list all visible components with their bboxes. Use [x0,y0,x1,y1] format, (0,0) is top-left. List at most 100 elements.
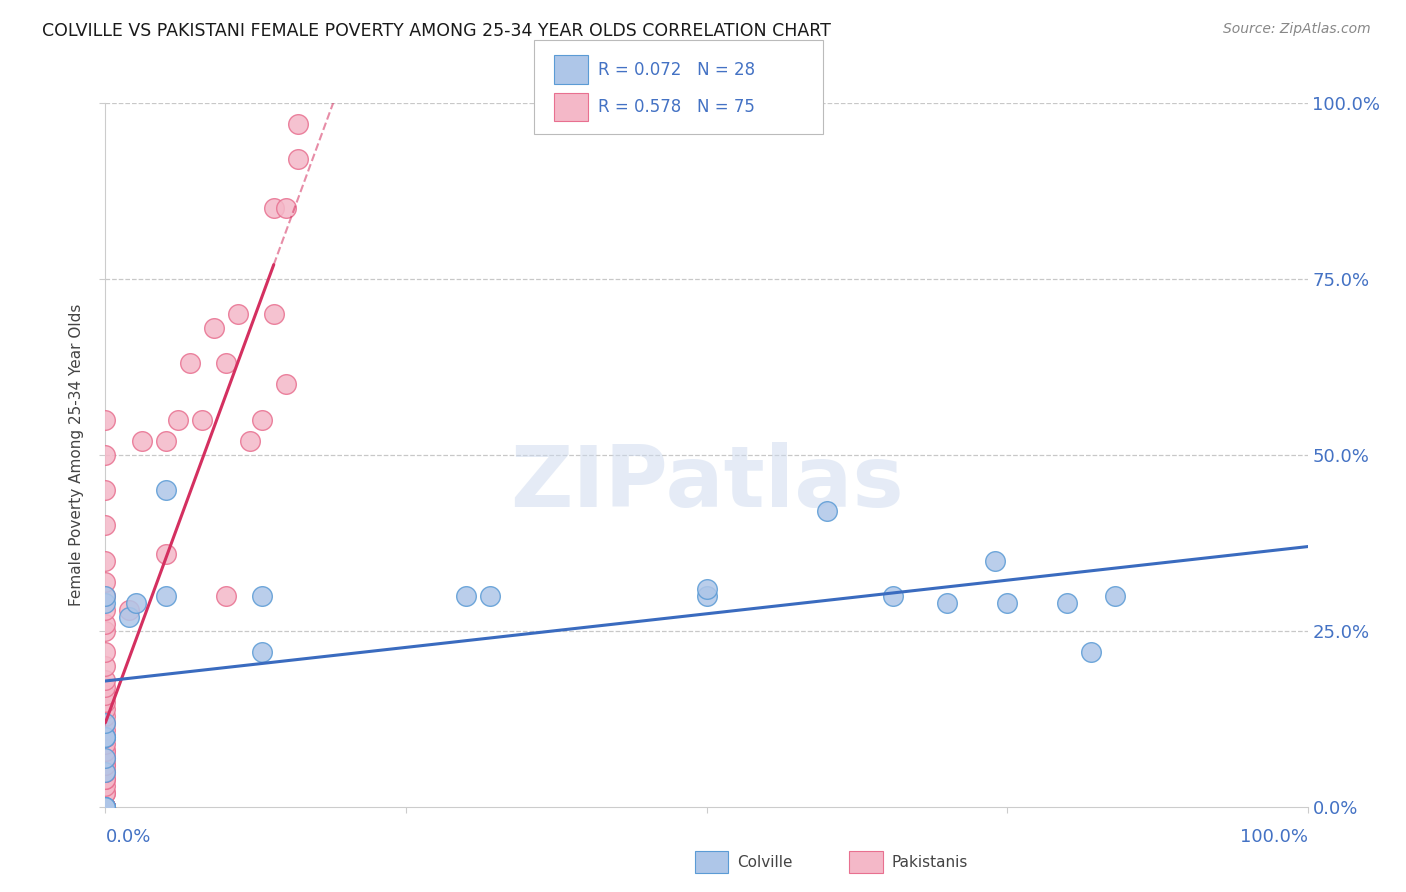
Point [94,751,117,765]
Point [94,800,117,814]
Point [94,800,117,814]
Point [155,589,177,603]
Text: 100.0%: 100.0% [1240,828,1308,846]
Point [94,483,117,498]
Point [94,603,117,617]
Text: 0.0%: 0.0% [105,828,150,846]
Point [94,589,117,603]
Point [479,589,502,603]
Point [94,744,117,758]
Point [118,610,141,624]
Point [94,800,117,814]
Point [250,589,273,603]
Y-axis label: Female Poverty Among 25-34 Year Olds: Female Poverty Among 25-34 Year Olds [69,304,84,606]
Point [94,694,117,708]
Text: R = 0.578   N = 75: R = 0.578 N = 75 [598,98,755,116]
Point [94,800,117,814]
Point [190,412,212,427]
Point [94,758,117,772]
Point [94,574,117,589]
Point [94,624,117,639]
Point [179,356,201,370]
Point [94,448,117,462]
Point [94,617,117,632]
Point [250,645,273,659]
Point [94,730,117,744]
Point [94,412,117,427]
Point [94,786,117,800]
Point [94,800,117,814]
Text: ZIPatlas: ZIPatlas [509,442,904,524]
Point [94,765,117,780]
Point [155,547,177,561]
Point [94,751,117,765]
Point [995,596,1018,610]
Point [1104,589,1126,603]
Point [94,751,117,765]
Text: COLVILLE VS PAKISTANI FEMALE POVERTY AMONG 25-34 YEAR OLDS CORRELATION CHART: COLVILLE VS PAKISTANI FEMALE POVERTY AMO… [42,22,831,40]
Point [263,202,285,216]
Point [94,681,117,695]
Point [1080,645,1102,659]
Point [94,800,117,814]
Point [202,321,225,335]
Point [94,688,117,702]
Point [94,765,117,780]
Point [94,779,117,793]
Point [94,596,117,610]
Point [287,117,309,131]
Point [94,772,117,786]
Point [94,708,117,723]
Point [94,723,117,737]
Point [94,800,117,814]
Point [214,356,236,370]
Point [239,434,262,448]
Point [166,412,188,427]
Point [94,772,117,786]
Point [94,730,117,744]
Point [94,800,117,814]
Point [696,589,718,603]
Point [94,800,117,814]
Point [984,553,1007,568]
Point [94,730,117,744]
Point [155,434,177,448]
Point [155,483,177,498]
Point [94,589,117,603]
Point [94,786,117,800]
Point [94,800,117,814]
Point [94,800,117,814]
Point [94,800,117,814]
Text: R = 0.072   N = 28: R = 0.072 N = 28 [598,61,755,78]
Point [94,800,117,814]
Point [94,701,117,715]
Point [94,737,117,751]
Point [214,589,236,603]
Point [94,553,117,568]
Point [287,152,309,166]
Point [94,800,117,814]
Point [124,596,146,610]
Point [94,800,117,814]
Text: Colville: Colville [737,855,792,870]
Point [94,715,117,730]
Point [454,589,477,603]
Point [131,434,153,448]
Point [118,603,141,617]
Point [274,377,297,392]
Point [1056,596,1078,610]
Point [94,800,117,814]
Text: Source: ZipAtlas.com: Source: ZipAtlas.com [1223,22,1371,37]
Point [94,673,117,688]
Point [94,645,117,659]
Point [94,800,117,814]
Point [94,730,117,744]
Point [94,800,117,814]
Point [94,758,117,772]
Point [250,412,273,427]
Point [94,800,117,814]
Point [882,589,904,603]
Point [226,307,249,321]
Point [936,596,959,610]
Point [94,659,117,673]
